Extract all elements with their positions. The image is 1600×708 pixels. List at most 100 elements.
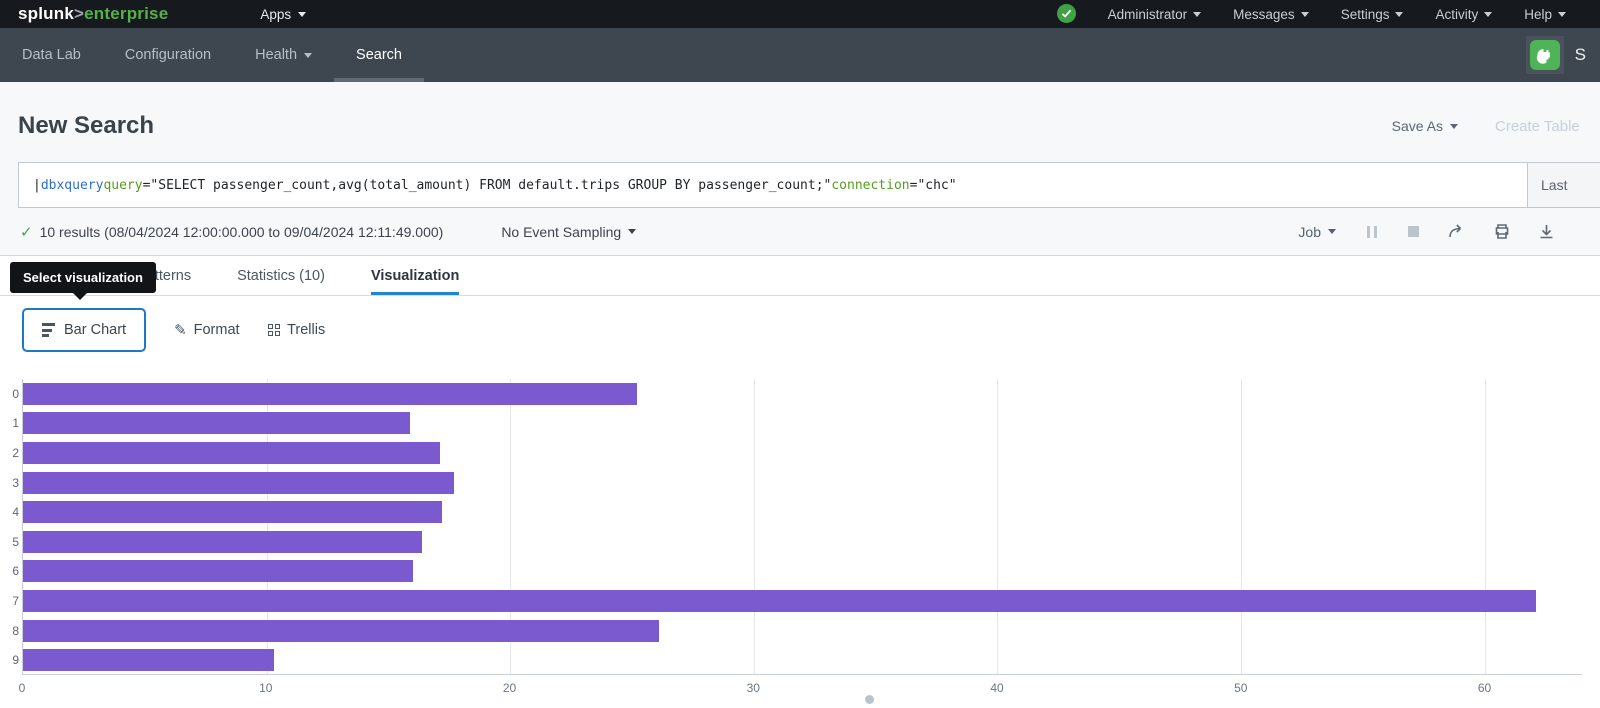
chevron-down-icon [1450,123,1458,129]
tab-statistics-10-[interactable]: Statistics (10) [237,267,325,284]
chevron-down-icon [1484,11,1493,17]
spl-token-arg: query [103,177,143,193]
topbar-menu-help[interactable]: Help [1524,7,1566,22]
topbar-right: Administrator Messages Settings Activity Hel… [1056,3,1566,23]
pause-job-button[interactable] [1365,225,1379,238]
stop-job-button[interactable] [1408,226,1419,237]
trellis-grid-icon [267,323,281,337]
search-query-input[interactable]: | dbxquery query = "SELECT passenger_count… [18,162,1527,208]
topbar-menu-settings[interactable]: Settings [1341,7,1404,22]
bar-chart: 0 1 2 3 4 5 6 7 8 9 0 10 20 30 40 50 60 [0,379,1600,708]
trellis-button[interactable]: Trellis [267,322,325,338]
chart-row: 9 [12,649,1582,672]
bar-9[interactable] [23,649,274,672]
nav-item-search[interactable]: Search [334,28,424,82]
nav-item-label: Search [356,47,402,63]
spl-token-plain: "SELECT passenger_count,avg(total_amount… [150,177,832,193]
bar-6[interactable] [23,560,413,583]
x-tick-label: 30 [746,681,760,695]
bar-5[interactable] [23,530,423,553]
job-menu[interactable]: Job [1298,224,1336,240]
x-tick-label: 40 [990,681,1004,695]
tab-visualization[interactable]: Visualization [371,256,459,295]
bar-2[interactable] [23,442,440,464]
format-button[interactable]: ✎ Format [174,321,240,339]
bar-3[interactable] [23,471,455,494]
nav-item-label: Data Lab [22,47,81,63]
bar-chart-icon [42,321,55,340]
app-tile[interactable] [1525,36,1564,74]
chevron-down-icon [628,229,637,234]
check-icon [1061,9,1071,18]
event-sampling-dropdown[interactable]: No Event Sampling [501,223,637,240]
topbar-menu-administrator[interactable]: Administrator [1108,7,1202,22]
logo-brand: splunk [18,4,74,23]
topbar-menu-label: Help [1524,6,1552,22]
bar-1[interactable] [23,412,411,435]
event-sampling-label: No Event Sampling [501,223,622,240]
chart-row: 6 [12,560,1582,583]
share-icon [1449,224,1462,238]
visualization-controls: Bar Chart ✎ Format Trellis [22,308,1600,352]
x-tick-label: 10 [259,681,273,695]
export-results-button[interactable] [1539,224,1554,239]
y-tick-label: 2 [12,446,19,460]
spl-token-plain: | [33,177,41,193]
save-as-button[interactable]: Save As [1392,118,1458,134]
x-tick-label: 50 [1234,681,1248,695]
nav-item-label: Health [255,47,298,63]
print-job-button[interactable] [1494,224,1510,239]
top-bar: splunk>enterprise Apps Administrator Mess… [0,0,1600,28]
y-tick-label: 3 [12,475,19,490]
chevron-down-icon [1328,229,1336,234]
chevron-down-icon [1558,11,1566,17]
health-status-icon[interactable] [1056,3,1076,23]
save-as-label: Save As [1391,118,1443,134]
chart-row: 1 [12,412,1582,435]
apps-menu[interactable]: Apps [260,6,307,22]
bar-8[interactable] [23,619,659,642]
chart-row: 2 [12,442,1582,464]
chevron-down-icon [298,11,307,17]
pause-icon [1366,225,1371,238]
y-tick-label: 7 [12,594,19,608]
spl-token-plain: = [142,177,151,193]
x-axis-labels: 0 10 20 30 40 50 60 [19,681,1582,699]
chart-row: 5 [12,530,1582,553]
job-menu-label: Job [1298,223,1321,240]
chevron-down-icon [304,52,313,58]
gridline [1484,379,1486,674]
download-icon [1540,225,1553,239]
topbar-menu-label: Settings [1340,6,1390,22]
stop-icon [1408,226,1419,237]
share-job-button[interactable] [1448,224,1465,239]
nav-item-configuration[interactable]: Configuration [103,28,233,82]
create-table-button[interactable]: Create Table [1495,117,1580,135]
search-row: | dbxquery query = "SELECT passenger_count… [18,162,1600,208]
app-nav-items: Data Lab Configuration Health Search [0,28,424,82]
nav-item-data-lab[interactable]: Data Lab [0,28,103,82]
y-tick-label: 9 [12,653,19,668]
chart-row: 0 [12,382,1582,405]
results-bar: ✓ 10 results (08/04/2024 12:00:00.000 to… [0,208,1600,256]
gridline [1240,379,1242,674]
y-tick-label: 0 [12,386,19,401]
results-check-icon: ✓ [20,223,33,241]
app-name-partial: S [1574,45,1586,64]
y-tick-label: 1 [12,416,19,431]
job-controls: Job [1298,224,1554,240]
bar-0[interactable] [23,382,637,405]
splunk-logo[interactable]: splunk>enterprise [18,4,168,24]
pause-icon [1373,225,1378,238]
chart-type-picker-button[interactable]: Bar Chart [22,308,147,352]
topbar-menu-messages[interactable]: Messages [1233,7,1309,22]
apps-menu-label: Apps [260,6,292,22]
time-range-label: Last [1541,177,1568,193]
time-range-picker[interactable]: Last [1527,162,1600,208]
app-nav-right: S [1525,28,1586,82]
bar-7[interactable] [23,590,1536,612]
topbar-menu-activity[interactable]: Activity [1435,7,1493,22]
bar-4[interactable] [23,501,442,524]
nav-item-health[interactable]: Health [233,28,334,82]
y-tick-label: 8 [12,623,19,638]
